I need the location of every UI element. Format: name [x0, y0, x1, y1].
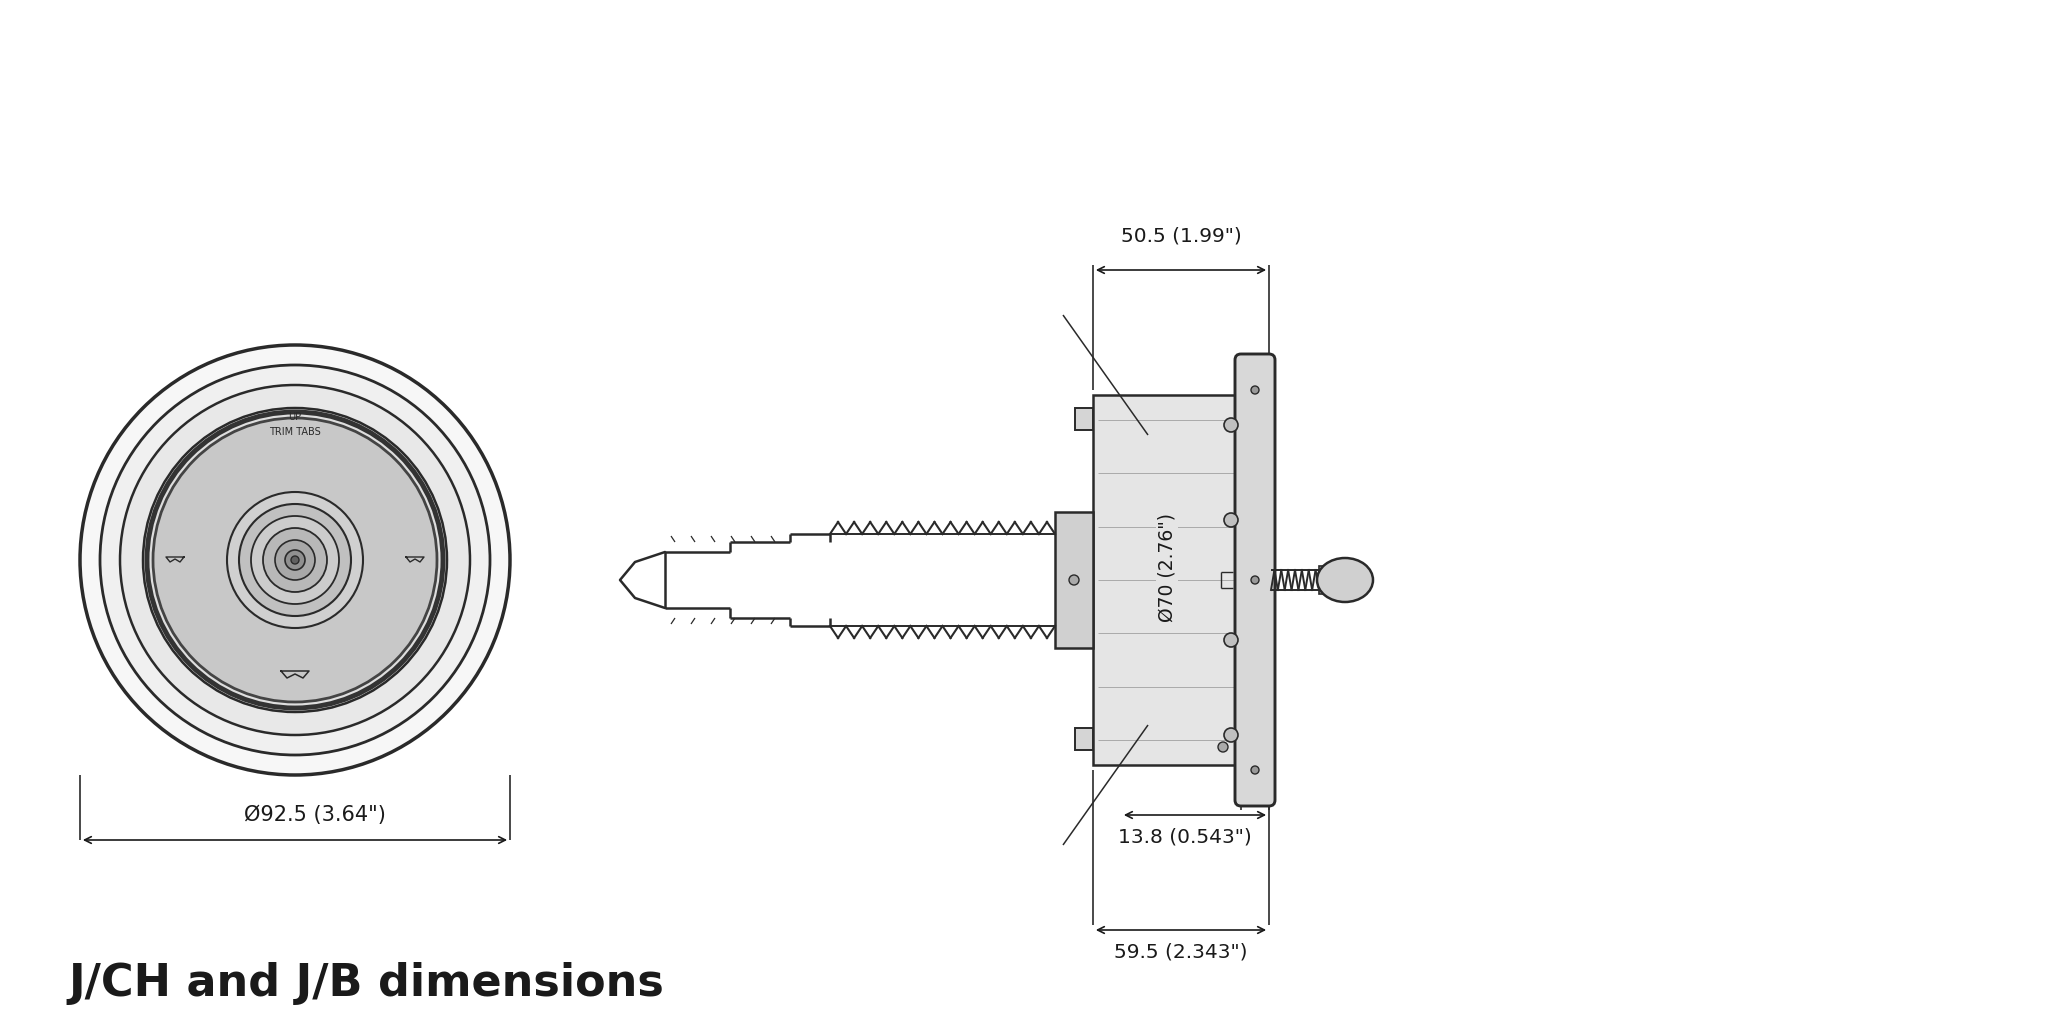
Circle shape: [100, 365, 489, 755]
Circle shape: [1251, 766, 1260, 774]
Circle shape: [1251, 576, 1260, 584]
Text: J/CH and J/B dimensions: J/CH and J/B dimensions: [68, 962, 664, 1005]
Circle shape: [1251, 386, 1260, 394]
Bar: [1075, 408, 1094, 430]
Bar: [1319, 566, 1327, 594]
Circle shape: [262, 528, 328, 592]
Circle shape: [143, 408, 446, 712]
Text: 59.5 (2.343"): 59.5 (2.343"): [1114, 942, 1247, 961]
Text: 50.5 (1.99"): 50.5 (1.99"): [1120, 227, 1241, 246]
Bar: [1055, 512, 1094, 648]
Circle shape: [1225, 728, 1237, 742]
Ellipse shape: [1317, 558, 1372, 602]
Bar: [1094, 394, 1241, 765]
Text: Ø70 (2.76"): Ø70 (2.76"): [1157, 514, 1176, 622]
Circle shape: [1225, 418, 1237, 432]
Circle shape: [80, 345, 510, 775]
Circle shape: [1069, 575, 1079, 585]
Circle shape: [154, 418, 436, 702]
FancyBboxPatch shape: [1235, 354, 1276, 806]
Circle shape: [1225, 633, 1237, 647]
Text: UP: UP: [289, 412, 301, 422]
Circle shape: [291, 556, 299, 564]
Circle shape: [240, 504, 350, 616]
Circle shape: [227, 492, 362, 628]
Circle shape: [252, 516, 340, 604]
Circle shape: [1219, 742, 1229, 752]
Circle shape: [121, 385, 469, 735]
Circle shape: [1225, 513, 1237, 527]
Text: Ø92.5 (3.64"): Ø92.5 (3.64"): [244, 805, 385, 825]
Bar: [1075, 728, 1094, 750]
Text: TRIM TABS: TRIM TABS: [268, 427, 322, 437]
Text: 13.8 (0.543"): 13.8 (0.543"): [1118, 827, 1251, 847]
Circle shape: [274, 540, 315, 580]
Circle shape: [285, 550, 305, 570]
